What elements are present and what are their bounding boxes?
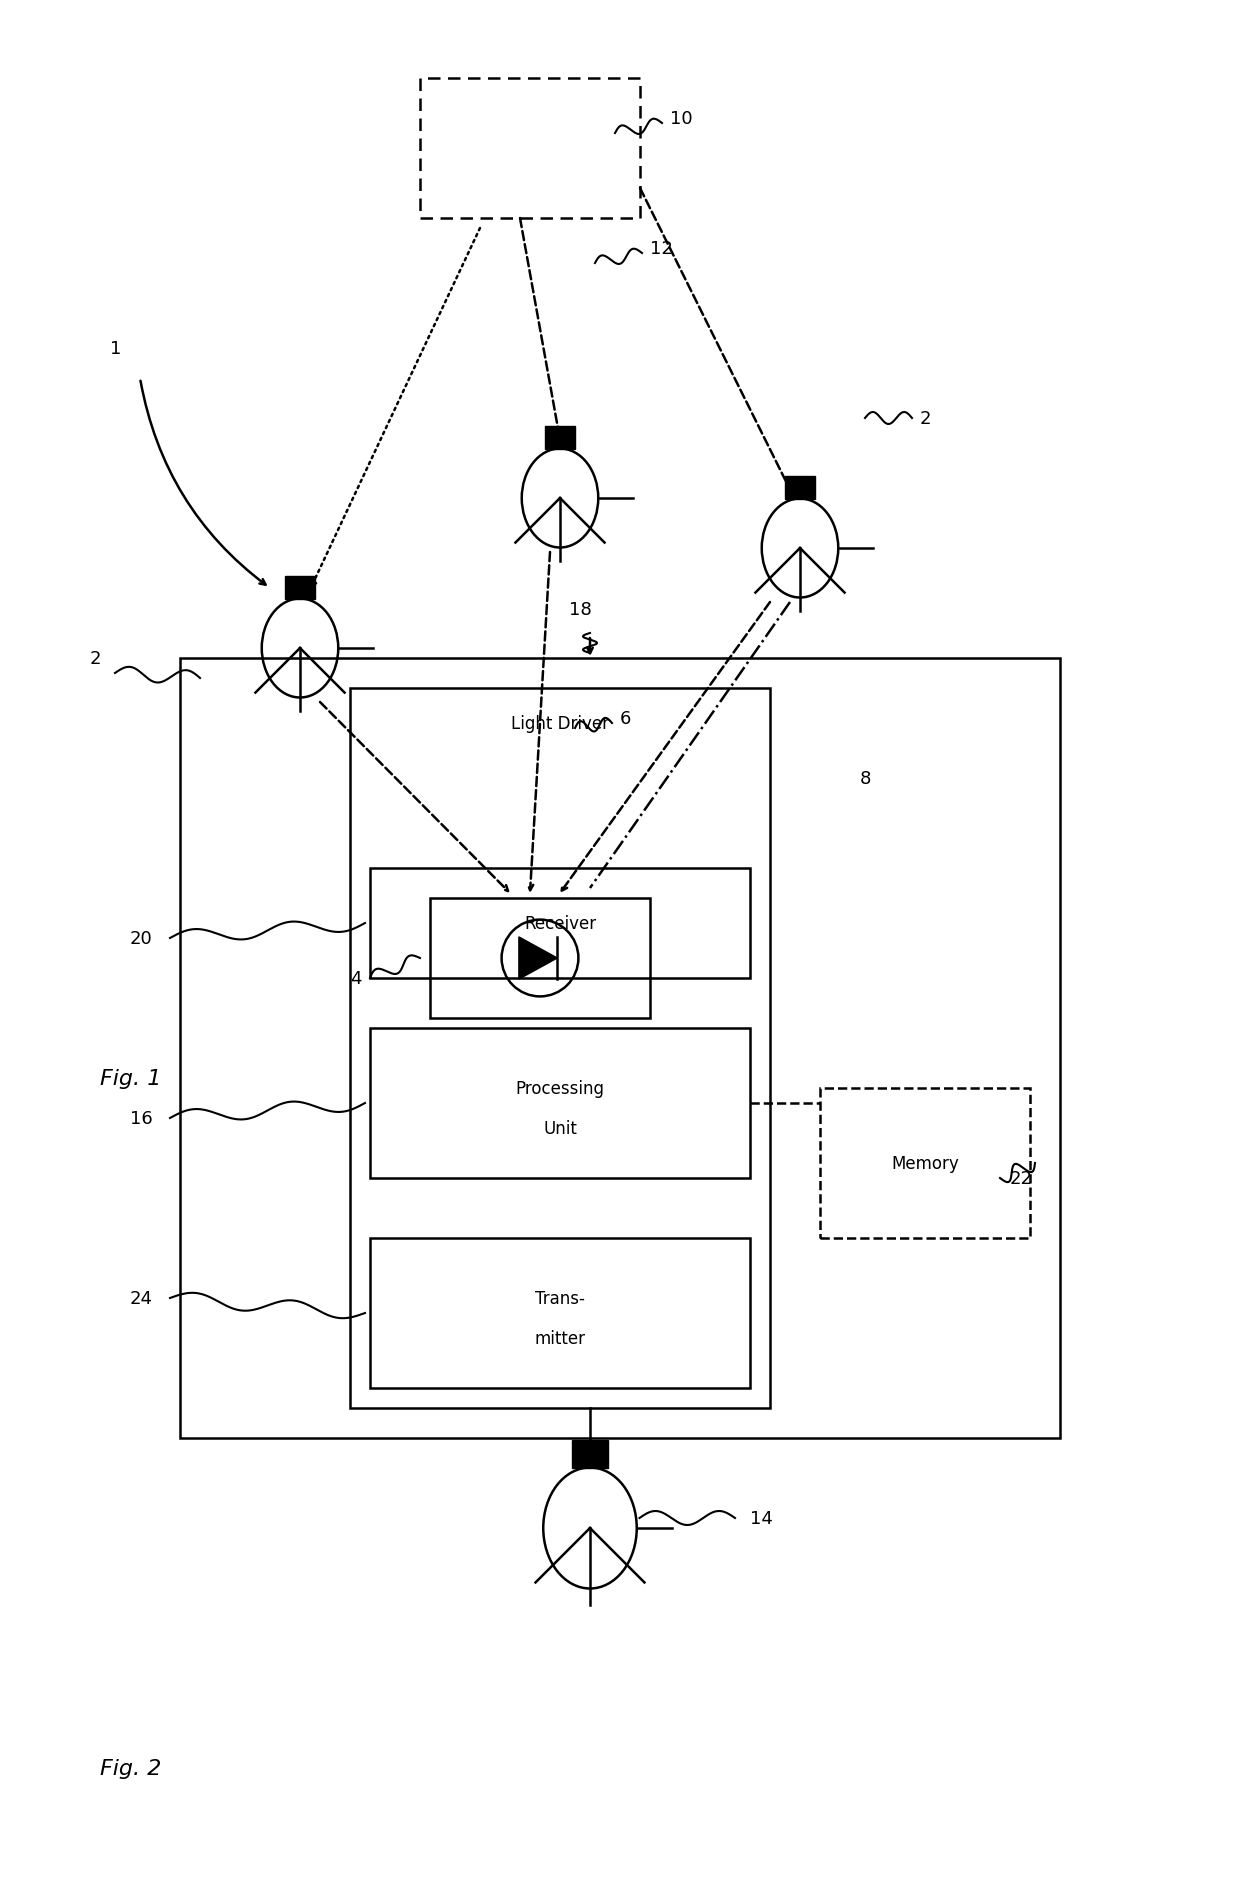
Bar: [285, 577, 315, 600]
Text: 8: 8: [861, 769, 872, 788]
Bar: [820, 1088, 1030, 1237]
Bar: [180, 659, 1060, 1439]
Bar: [785, 476, 815, 499]
Text: Unit: Unit: [543, 1120, 577, 1137]
Bar: [370, 1237, 750, 1387]
Text: Trans-: Trans-: [536, 1289, 585, 1308]
Bar: [420, 80, 640, 218]
Bar: [370, 869, 750, 979]
Bar: [350, 689, 770, 1408]
Text: 2: 2: [91, 649, 102, 668]
Bar: [370, 1029, 750, 1179]
Text: 12: 12: [650, 239, 673, 258]
Text: 20: 20: [130, 930, 153, 947]
Text: mitter: mitter: [534, 1329, 585, 1348]
Bar: [572, 1441, 608, 1467]
Text: 4: 4: [350, 970, 362, 987]
Text: Processing: Processing: [516, 1080, 605, 1097]
Text: 2: 2: [920, 410, 931, 427]
Text: 1: 1: [110, 340, 122, 359]
Text: Fig. 1: Fig. 1: [100, 1069, 161, 1088]
Text: 10: 10: [670, 110, 693, 127]
Text: 18: 18: [569, 600, 591, 619]
Text: 14: 14: [750, 1509, 773, 1528]
Polygon shape: [518, 938, 557, 979]
Text: Memory: Memory: [892, 1154, 959, 1173]
Bar: [430, 898, 650, 1019]
Text: Light Driver: Light Driver: [511, 716, 609, 733]
Text: Receiver: Receiver: [525, 915, 596, 932]
Text: 22: 22: [1011, 1169, 1033, 1188]
Text: 16: 16: [130, 1110, 153, 1127]
Text: Fig. 2: Fig. 2: [100, 1758, 161, 1778]
Text: 6: 6: [620, 710, 631, 727]
Text: 24: 24: [130, 1289, 153, 1308]
Bar: [546, 427, 574, 450]
